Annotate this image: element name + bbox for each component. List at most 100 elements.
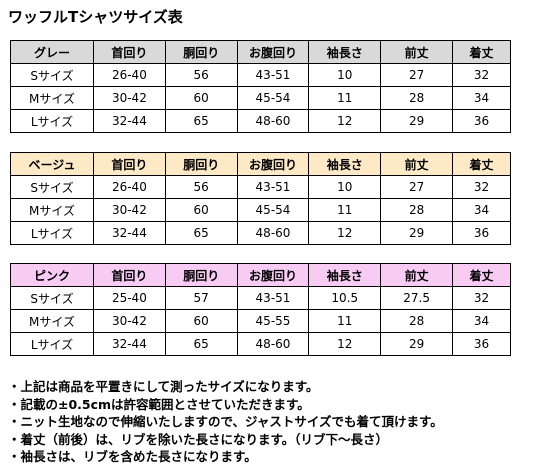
- cell: 48-60: [236, 221, 310, 245]
- cell: Sサイズ: [10, 286, 94, 310]
- cell: 28: [380, 198, 453, 222]
- cell: 30-42: [93, 198, 166, 222]
- cell: 60: [164, 309, 238, 333]
- data-row: Mサイズ 30-42 60 45-54 11 28 34: [10, 198, 511, 222]
- header-cell: 袖長さ: [308, 40, 382, 64]
- cell: 10.5: [308, 286, 382, 310]
- header-row: ピンク 首回り 胴回り お腹回り 袖長さ 前丈 着丈: [10, 263, 511, 287]
- cell: 48-60: [236, 332, 310, 356]
- cell: Mサイズ: [10, 86, 94, 110]
- cell: Sサイズ: [10, 175, 94, 199]
- cell: 43-51: [236, 63, 310, 87]
- header-cell: 首回り: [93, 263, 166, 287]
- cell: 45-54: [236, 86, 310, 110]
- header-cell: 胴回り: [164, 152, 238, 176]
- cell: 60: [164, 198, 238, 222]
- cell: 25-40: [93, 286, 166, 310]
- header-cell: 前丈: [380, 40, 453, 64]
- note: ・袖長さは、リブを含めた長さになります。: [8, 449, 257, 464]
- cell: 27.5: [380, 286, 453, 310]
- cell: 32: [452, 175, 511, 199]
- header-cell: 前丈: [380, 152, 453, 176]
- cell: Lサイズ: [10, 109, 94, 133]
- cell: 32-44: [93, 332, 166, 356]
- header-cell: グレー: [10, 40, 94, 64]
- cell: 36: [452, 109, 511, 133]
- data-row: Sサイズ 25-40 57 43-51 10.5 27.5 32: [10, 286, 511, 310]
- cell: 32: [452, 63, 511, 87]
- cell: 30-42: [93, 86, 166, 110]
- title: ワッフルTシャツサイズ表: [8, 8, 183, 26]
- cell: Sサイズ: [10, 63, 94, 87]
- header-row: グレー 首回り 胴回り お腹回り 袖長さ 前丈 着丈: [10, 40, 511, 64]
- size-table: ピンク 首回り 胴回り お腹回り 袖長さ 前丈 着丈 Sサイズ 25-40 57 43-51 10.5…: [10, 263, 511, 356]
- data-row: Mサイズ 30-42 60 45-55 11 28 34: [10, 309, 511, 333]
- cell: 34: [452, 309, 511, 333]
- note: ・着丈（前後）は、リブを除いた長さになります。（リブ下〜長さ）: [8, 431, 389, 447]
- cell: 12: [308, 332, 382, 356]
- size-table: グレー 首回り 胴回り お腹回り 袖長さ 前丈 着丈 Sサイズ 26-40 56 43-51 10 27…: [10, 40, 511, 133]
- cell: 43-51: [236, 286, 310, 310]
- cell: 11: [308, 198, 382, 222]
- header-cell: 着丈: [452, 40, 511, 64]
- cell: 11: [308, 86, 382, 110]
- cell: 27: [380, 175, 453, 199]
- cell: 45-54: [236, 198, 310, 222]
- cell: Mサイズ: [10, 198, 94, 222]
- cell: 11: [308, 309, 382, 333]
- header-row: ベージュ 首回り 胴回り お腹回り 袖長さ 前丈 着丈: [10, 152, 511, 176]
- cell: 43-51: [236, 175, 310, 199]
- data-row: Sサイズ 26-40 56 43-51 10 27 32: [10, 175, 511, 199]
- cell: 36: [452, 332, 511, 356]
- cell: 56: [164, 175, 238, 199]
- cell: 26-40: [93, 175, 166, 199]
- header-cell: お腹回り: [236, 152, 310, 176]
- cell: 28: [380, 86, 453, 110]
- data-row: Lサイズ 32-44 65 48-60 12 29 36: [10, 332, 511, 356]
- cell: 29: [380, 109, 453, 133]
- cell: 29: [380, 332, 453, 356]
- cell: 60: [164, 86, 238, 110]
- cell: 65: [164, 221, 238, 245]
- cell: 34: [452, 198, 511, 222]
- note: ・記載の±0.5cmは許容範囲とさせていただきます。: [8, 396, 310, 412]
- cell: 27: [380, 63, 453, 87]
- data-row: Sサイズ 26-40 56 43-51 10 27 32: [10, 63, 511, 87]
- cell: 65: [164, 332, 238, 356]
- size-table: ベージュ 首回り 胴回り お腹回り 袖長さ 前丈 着丈 Sサイズ 26-40 56 43-51 10 2…: [10, 152, 511, 245]
- cell: 48-60: [236, 109, 310, 133]
- header-cell: 胴回り: [164, 40, 238, 64]
- cell: 10: [308, 63, 382, 87]
- data-row: Lサイズ 32-44 65 48-60 12 29 36: [10, 221, 511, 245]
- cell: 65: [164, 109, 238, 133]
- note: ・上記は商品を平置きにして測ったサイズになります。: [8, 379, 319, 394]
- header-cell: 着丈: [452, 152, 511, 176]
- header-cell: 前丈: [380, 263, 453, 287]
- header-cell: ベージュ: [10, 152, 94, 176]
- header-cell: 胴回り: [164, 263, 238, 287]
- header-cell: 袖長さ: [308, 263, 382, 287]
- data-row: Lサイズ 32-44 65 48-60 12 29 36: [10, 109, 511, 133]
- cell: 34: [452, 86, 511, 110]
- header-cell: 袖長さ: [308, 152, 382, 176]
- cell: 12: [308, 109, 382, 133]
- cell: 36: [452, 221, 511, 245]
- header-cell: お腹回り: [236, 40, 310, 64]
- cell: Mサイズ: [10, 309, 94, 333]
- header-cell: 首回り: [93, 40, 166, 64]
- header-cell: ピンク: [10, 263, 94, 287]
- cell: 32: [452, 286, 511, 310]
- cell: 45-55: [236, 309, 310, 333]
- cell: 32-44: [93, 109, 166, 133]
- cell: 30-42: [93, 309, 166, 333]
- notes: ・上記は商品を平置きにして測ったサイズになります。 ・記載の±0.5cmは許容範囲…: [8, 378, 443, 466]
- header-cell: 首回り: [93, 152, 166, 176]
- cell: 29: [380, 221, 453, 245]
- cell: 56: [164, 63, 238, 87]
- cell: 26-40: [93, 63, 166, 87]
- header-cell: 着丈: [452, 263, 511, 287]
- note: ・ニット生地なので伸縮いたしますので、ジャストサイズでも着て頂けます。: [8, 414, 443, 429]
- cell: Lサイズ: [10, 221, 94, 245]
- cell: 28: [380, 309, 453, 333]
